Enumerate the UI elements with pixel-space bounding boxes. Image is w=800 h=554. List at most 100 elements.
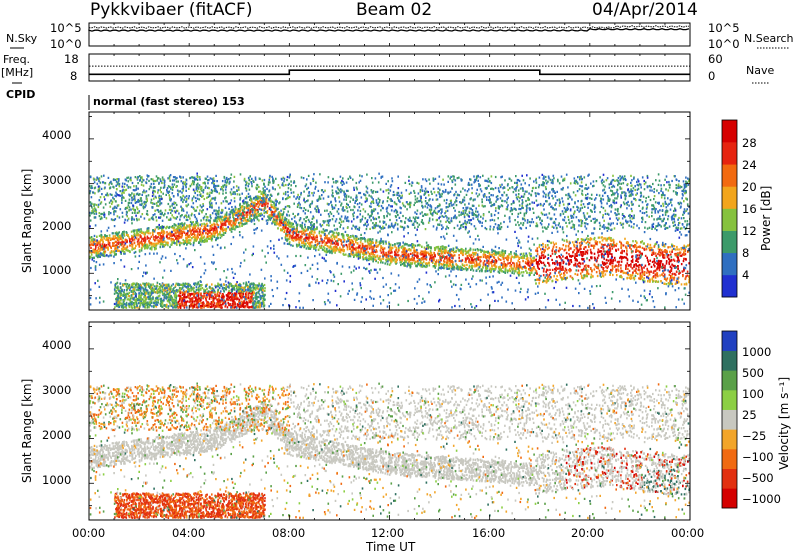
power-cell <box>319 246 322 249</box>
power-cell <box>488 251 491 254</box>
power-cell <box>649 259 651 262</box>
power-cell <box>356 238 358 241</box>
power-cell <box>683 251 685 254</box>
power-cell <box>230 220 232 223</box>
power-cell <box>159 243 162 246</box>
power-cell <box>634 269 637 272</box>
power-cell <box>446 265 448 268</box>
power-cell <box>157 232 160 235</box>
power-cell <box>102 244 104 247</box>
power-cell <box>200 219 202 222</box>
power-cell <box>222 229 225 232</box>
power-cell <box>649 246 652 249</box>
power-cell <box>385 255 388 259</box>
power-cell <box>658 262 661 265</box>
power-cell <box>98 234 101 237</box>
power-cell <box>444 256 447 259</box>
power-cell <box>637 260 639 263</box>
power-cell <box>186 243 188 246</box>
power-cell <box>561 278 563 281</box>
power-cell <box>601 236 603 239</box>
power-cell <box>289 234 292 237</box>
power-cell <box>307 245 309 248</box>
power-cell <box>385 251 387 255</box>
power-cell <box>530 262 532 265</box>
power-cell <box>679 271 681 274</box>
power-cell <box>494 250 496 253</box>
power-cell <box>176 243 178 246</box>
power-cell <box>253 204 256 207</box>
power-cell <box>662 253 665 257</box>
power-cell <box>631 258 634 261</box>
power-cell <box>315 245 318 248</box>
power-cell <box>349 255 352 258</box>
power-cell <box>570 260 573 264</box>
power-cell <box>542 242 544 246</box>
power-cell <box>223 223 225 226</box>
power-cell <box>138 249 141 252</box>
power-cell <box>112 232 114 235</box>
power-cell <box>296 228 298 231</box>
power-cell <box>516 271 519 274</box>
power-cell <box>201 233 203 237</box>
power-cell <box>294 235 297 238</box>
power-cell <box>400 261 402 264</box>
power-cell <box>648 249 651 252</box>
power-cell <box>355 248 357 251</box>
power-cell <box>375 239 378 242</box>
power-cell <box>207 235 209 238</box>
power-cell <box>232 222 234 225</box>
power-cell <box>192 236 195 239</box>
power-cell <box>636 265 639 268</box>
power-cell <box>269 196 271 200</box>
power-cell <box>558 267 560 270</box>
power-cell <box>141 232 143 235</box>
power-cell <box>556 262 558 265</box>
power-cell <box>210 239 213 242</box>
power-cell <box>310 236 313 239</box>
power-cell <box>214 229 216 232</box>
power-cell <box>234 228 236 231</box>
power-cell <box>457 248 459 251</box>
power-cell <box>501 252 504 255</box>
power-cell <box>536 250 539 253</box>
power-cell <box>472 248 475 251</box>
power-cell <box>174 231 177 234</box>
power-cell <box>565 268 568 272</box>
power-cell <box>523 265 526 268</box>
power-cell <box>128 236 130 239</box>
power-cell <box>375 244 377 247</box>
power-cell <box>656 262 658 265</box>
power-cell <box>628 269 631 272</box>
power-cell <box>118 249 120 252</box>
power-cell <box>225 229 227 233</box>
power-cell <box>322 240 325 244</box>
power-cell <box>314 239 317 242</box>
power-cell <box>143 233 145 236</box>
power-cell <box>379 258 381 261</box>
power-cell <box>564 267 567 270</box>
power-cell <box>609 252 611 255</box>
power-cell <box>188 225 191 229</box>
power-cell <box>544 249 546 252</box>
power-cell <box>465 252 468 255</box>
power-cell <box>590 256 592 259</box>
power-cell <box>561 247 563 250</box>
power-cell <box>566 276 568 279</box>
power-cell <box>685 275 687 278</box>
power-cell <box>121 249 123 253</box>
power-cell <box>635 264 638 267</box>
power-cell <box>502 255 505 258</box>
power-cell <box>181 242 183 245</box>
power-cell <box>379 249 382 252</box>
power-cell <box>297 236 300 239</box>
power-cell <box>607 265 609 268</box>
power-cell <box>662 256 665 259</box>
power-cell <box>284 229 286 232</box>
power-cell <box>530 253 532 256</box>
power-cell <box>335 236 338 239</box>
power-cell <box>265 197 268 200</box>
power-cell <box>271 206 274 209</box>
power-cell <box>424 257 426 260</box>
power-cell <box>490 269 493 272</box>
